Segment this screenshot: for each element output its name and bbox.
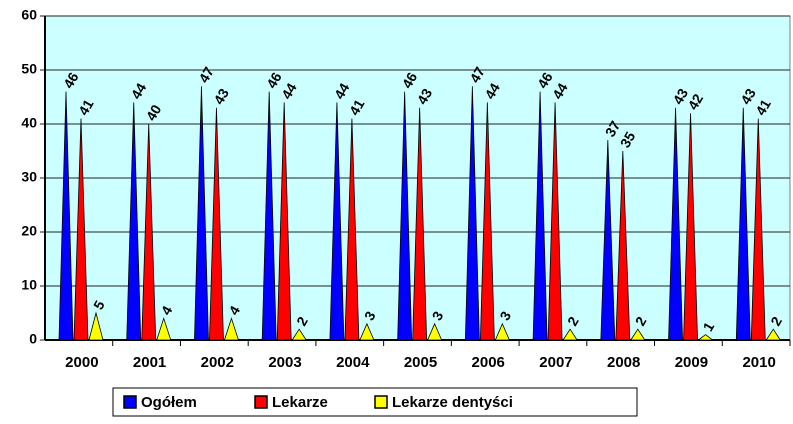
bar <box>735 107 751 341</box>
bar <box>600 140 616 341</box>
y-tick-label: 10 <box>21 277 37 293</box>
value-label: 43 <box>210 85 232 107</box>
bar <box>88 311 104 341</box>
value-label: 44 <box>278 80 300 102</box>
value-label: 40 <box>143 102 165 124</box>
bar <box>750 118 766 341</box>
bar <box>261 91 277 341</box>
value-label: 41 <box>75 96 97 118</box>
value-label: 44 <box>128 80 150 102</box>
bar <box>276 102 292 341</box>
bar <box>630 328 646 341</box>
x-tick-label: 2002 <box>201 354 234 371</box>
bar <box>291 328 307 341</box>
legend-label: Lekarze dentyści <box>392 394 513 411</box>
bar <box>532 91 548 341</box>
legend-swatch <box>254 395 268 409</box>
bar <box>397 91 413 341</box>
y-tick-label: 40 <box>21 115 37 131</box>
value-label: 44 <box>331 80 353 102</box>
bar <box>464 86 480 341</box>
value-label: 46 <box>399 69 421 91</box>
bar <box>765 328 782 341</box>
value-label: 43 <box>669 85 691 107</box>
y-tick-label: 60 <box>21 7 37 23</box>
value-label: 35 <box>617 129 639 151</box>
x-tick-label: 2007 <box>539 354 572 371</box>
bar <box>223 317 240 341</box>
value-label: 47 <box>466 64 488 86</box>
bar <box>209 107 224 341</box>
x-tick-label: 2009 <box>675 354 708 371</box>
bar <box>494 322 510 341</box>
value-label: 41 <box>752 96 774 118</box>
x-tick-label: 2006 <box>472 354 505 371</box>
bar <box>668 107 683 341</box>
x-tick-label: 2004 <box>336 354 370 371</box>
bar <box>344 118 360 341</box>
bar <box>156 317 172 341</box>
bar <box>615 150 631 341</box>
x-tick-label: 2005 <box>404 354 437 371</box>
bar <box>126 102 142 341</box>
value-label: 37 <box>602 118 624 140</box>
x-tick-label: 2001 <box>133 354 166 371</box>
x-tick-label: 2003 <box>268 354 301 371</box>
value-label: 43 <box>737 85 759 107</box>
bar <box>479 102 495 341</box>
legend-label: Lekarze <box>272 394 328 411</box>
bar <box>547 102 563 341</box>
value-label: 44 <box>481 80 503 102</box>
value-label: 41 <box>346 96 368 118</box>
value-label: 46 <box>60 69 82 91</box>
bar <box>141 123 157 341</box>
legend-label: Ogółem <box>141 394 197 411</box>
value-label: 46 <box>534 69 556 91</box>
bar <box>359 322 375 341</box>
value-label: 47 <box>195 64 217 86</box>
value-label: 46 <box>263 69 285 91</box>
legend-swatch <box>374 395 388 409</box>
bar <box>329 102 345 341</box>
legend-swatch <box>123 395 137 409</box>
x-tick-label: 2010 <box>742 354 775 371</box>
bar <box>412 107 428 341</box>
y-tick-label: 20 <box>21 223 37 239</box>
bar <box>683 113 698 341</box>
x-tick-label: 2008 <box>607 354 640 371</box>
value-label: 43 <box>414 85 436 107</box>
bar <box>562 328 578 341</box>
x-tick-label: 2000 <box>65 354 98 371</box>
bar <box>73 118 89 341</box>
bar <box>697 334 714 341</box>
bar <box>194 86 209 341</box>
y-tick-label: 30 <box>21 169 37 185</box>
y-tick-label: 50 <box>21 61 37 77</box>
bar <box>58 91 74 341</box>
y-tick-label: 0 <box>29 331 37 347</box>
value-label: 42 <box>684 91 706 113</box>
bar <box>427 322 443 341</box>
value-label: 44 <box>549 80 571 102</box>
